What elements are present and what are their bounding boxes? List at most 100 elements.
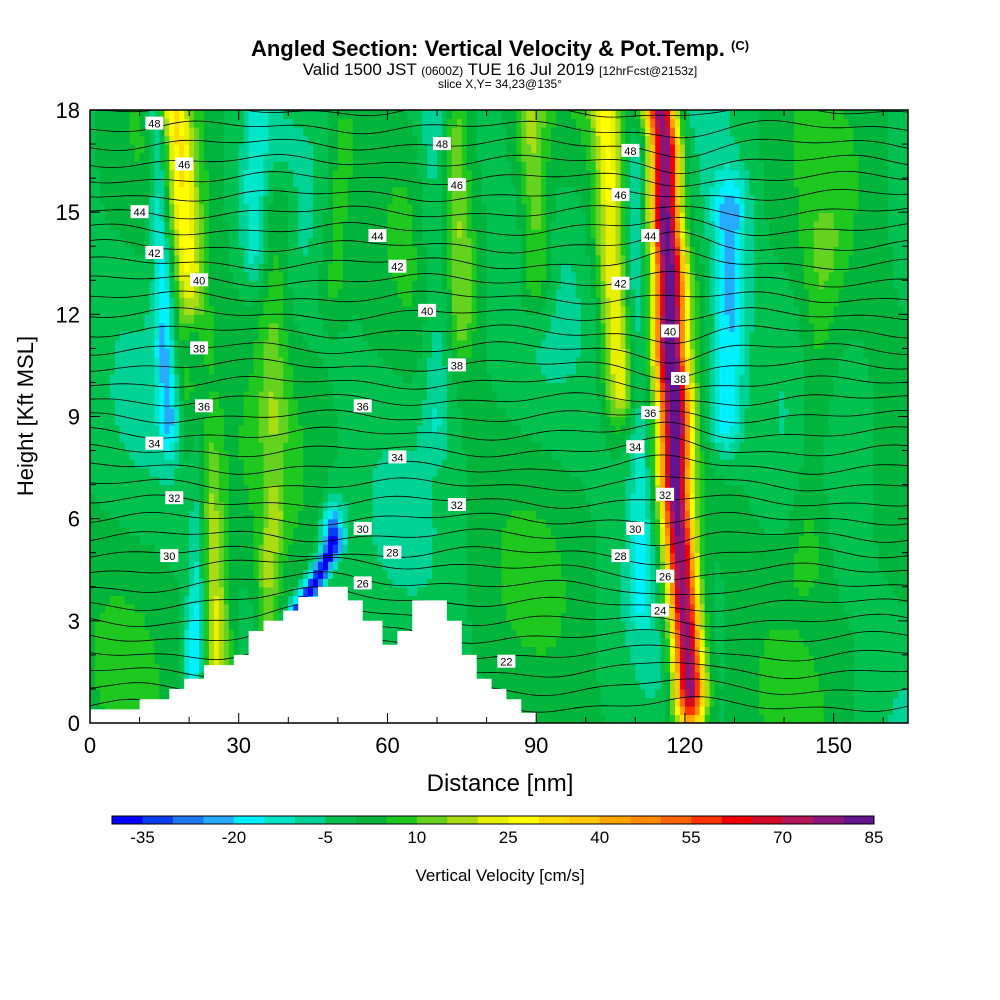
isentrope-label: 36: [353, 399, 372, 413]
isentrope-line: [90, 545, 908, 566]
colorbar-tick-label: -35: [130, 828, 155, 847]
x-tick-label: 90: [524, 733, 548, 758]
colorbar-tick-label: -20: [222, 828, 247, 847]
slice-info: slice X,Y= 34,23@135°: [437, 77, 563, 91]
chart-subtitle: Valid 1500 JST (0600Z) TUE 16 Jul 2019 […: [0, 60, 1000, 80]
isentrope-label: 30: [353, 521, 372, 536]
colorbar-tick-label: 55: [682, 828, 701, 847]
isentrope-label: 46: [611, 188, 630, 202]
x-tick-label: 0: [84, 733, 96, 758]
isentrope-label: 30: [626, 521, 645, 536]
colorbar-swatch: [599, 816, 631, 824]
isentrope-line: [90, 187, 908, 203]
isentrope-label: 26: [353, 576, 372, 590]
isentrope-label: 40: [190, 273, 209, 287]
x-tick-label: 30: [226, 733, 250, 758]
isentrope-line: [90, 586, 908, 612]
terrain-mask: [90, 586, 537, 723]
colorbar-swatch: [416, 816, 448, 824]
valid-time: Valid 1500 JST: [302, 60, 417, 79]
colorbar-swatch: [172, 816, 204, 824]
potential-temperature-isentropes: [90, 110, 908, 713]
y-tick-label: 3: [68, 609, 80, 634]
isentrope-line: [90, 602, 908, 628]
isentrope-label: 46: [175, 157, 194, 172]
colorbar: -35 -20 -5 10 25 40 55 70 85: [111, 815, 884, 847]
colorbar-swatch: [264, 816, 296, 824]
x-axis: 0 30 60 90 120 150: [84, 110, 884, 758]
x-tick-label: 150: [815, 733, 852, 758]
isentrope-label: 36: [195, 399, 213, 413]
isentrope-label: 22: [497, 654, 516, 669]
colorbar-swatch: [630, 816, 661, 824]
isentrope-line: [90, 341, 908, 364]
isentrope-label: 24: [651, 603, 670, 618]
isentrope-line: [90, 205, 908, 220]
copyright-mark: (C): [731, 38, 750, 53]
forecast-info: [12hrFcst@2153z]: [599, 64, 698, 78]
isentrope-line: [90, 120, 908, 139]
colorbar-tick-label: 10: [407, 828, 426, 847]
colorbar-swatch: [447, 816, 479, 824]
isentrope-label: 32: [165, 491, 184, 505]
isentrope-label: 44: [368, 229, 387, 243]
isentrope-label: 30: [160, 549, 179, 563]
colorbar-tick-label: 70: [773, 828, 792, 847]
isentrope-line: [90, 421, 908, 441]
isentrope-line: [90, 392, 908, 407]
colorbar-swatch: [355, 816, 387, 824]
colorbar-swatch: [386, 816, 418, 824]
isentrope-line: [90, 216, 908, 236]
isentrope-line: [90, 270, 908, 288]
isentrope-label: 46: [447, 177, 466, 192]
colorbar-swatch: [112, 816, 143, 824]
isentrope-line: [90, 476, 908, 492]
isentrope-line: [90, 436, 908, 458]
isentrope-label: 40: [661, 324, 679, 338]
y-tick-label: 9: [68, 405, 80, 430]
isentrope-line: [90, 494, 908, 509]
colorbar-swatch: [660, 816, 692, 824]
isentrope-label: 34: [626, 440, 645, 454]
isentrope-label: 38: [671, 372, 689, 386]
isentrope-label: 34: [145, 436, 164, 451]
isentrope-line: [90, 409, 908, 424]
y-axis-label: Height [Kft MSL]: [13, 336, 38, 496]
colorbar-swatch: [721, 816, 753, 824]
y-tick-label: 18: [56, 98, 80, 123]
y-tick-label: 0: [68, 711, 80, 736]
colorbar-label: Vertical Velocity [cm/s]: [415, 866, 584, 885]
colorbar-tick-label: 25: [499, 828, 518, 847]
isentrope-line: [90, 170, 908, 187]
y-tick-label: 12: [56, 302, 80, 327]
isentrope-label: 44: [641, 229, 660, 243]
isentrope-label: 32: [447, 498, 466, 512]
isentrope-label: 48: [621, 143, 640, 158]
colorbar-tick-label: 85: [865, 828, 884, 847]
valid-date: TUE 16 Jul 2019: [467, 60, 595, 79]
colorbar-swatch: [752, 816, 783, 824]
isentrope-label: 48: [145, 116, 164, 131]
colorbar-swatch: [691, 816, 722, 824]
isentrope-line: [90, 249, 908, 271]
isentrope-label: 38: [190, 341, 209, 355]
isentrope-line: [90, 290, 908, 305]
isentrope-label: 38: [447, 358, 466, 372]
isentrope-label: 28: [611, 549, 630, 563]
colorbar-swatch: [477, 816, 509, 824]
colorbar-swatch: [508, 816, 540, 824]
x-tick-label: 120: [667, 733, 704, 758]
isentrope-line: [90, 375, 908, 392]
colorbar-swatch: [782, 816, 814, 824]
isentrope-label: 32: [656, 487, 675, 502]
colorbar-swatch: [142, 816, 174, 824]
isentrope-line: [90, 511, 908, 526]
isentrope-line: [90, 324, 908, 344]
isentrope-line: [90, 154, 908, 174]
x-axis-label: Distance [nm]: [427, 770, 574, 797]
isentrope-line: [90, 571, 908, 595]
isentrope-label: 26: [656, 569, 675, 584]
chart-title-main: Angled Section: Vertical Velocity & Pot.…: [250, 36, 725, 61]
isentrope-label: 36: [641, 406, 660, 420]
